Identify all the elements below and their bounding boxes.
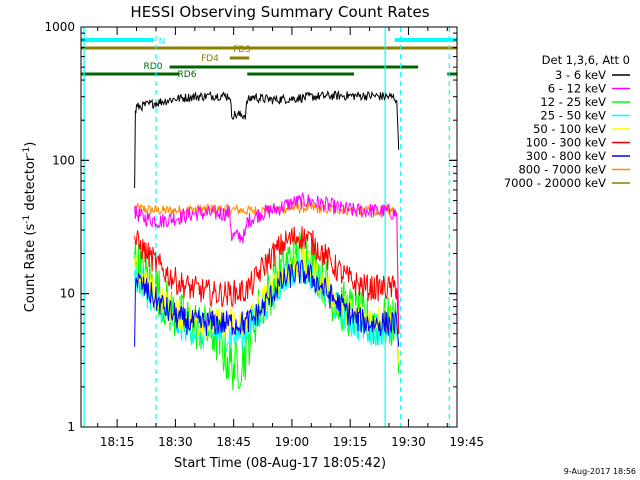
series-line-0 <box>134 90 400 189</box>
y-axis-label-part3: ) <box>23 142 38 147</box>
legend-label-5: 100 - 300 keV <box>526 136 606 150</box>
x-tick-label-6: 19:45 <box>449 435 484 449</box>
x-axis-label: Start Time (08-Aug-17 18:05:42) <box>174 456 386 471</box>
legend-label-2: 12 - 25 keV <box>540 95 606 109</box>
footer-date: 9-Aug-2017 18:56 <box>564 467 636 476</box>
legend-label-7: 800 - 7000 keV <box>518 163 606 177</box>
flag-label-n: N <box>159 37 166 47</box>
y-tick-label-0: 1 <box>67 420 75 434</box>
x-tick-label-2: 18:45 <box>216 435 251 449</box>
x-axis-ticks: 18:15 18:30 18:45 19:00 19:15 19:30 19:45 <box>97 27 484 449</box>
x-tick-label-0: 18:15 <box>100 435 135 449</box>
series-lines <box>134 90 400 391</box>
flag-label-rd0: RD0 <box>144 62 163 72</box>
y-axis-label-part1: Count Rate (s <box>23 224 38 313</box>
x-tick-label-3: 19:00 <box>275 435 310 449</box>
flag-label-fd4: FD4 <box>201 54 219 64</box>
series-line-5 <box>134 226 400 334</box>
x-tick-label-4: 19:15 <box>333 435 368 449</box>
legend-label-8: 7000 - 20000 keV <box>504 176 606 190</box>
x-tick-label-5: 19:30 <box>391 435 426 449</box>
x-tick-label-1: 18:30 <box>158 435 193 449</box>
flag-label-fd3: FD3 <box>233 45 251 55</box>
flag-label-rd6: RD6 <box>178 70 197 80</box>
y-axis-label-sup2: -1 <box>22 147 32 156</box>
instrument-flags: N FD3 FD4 RD0 RD6 <box>81 37 457 80</box>
legend-label-4: 50 - 100 keV <box>533 122 606 136</box>
y-tick-label-2: 100 <box>52 153 75 167</box>
series-line-3 <box>134 252 400 364</box>
chart-title: HESSI Observing Summary Count Rates <box>130 3 429 21</box>
legend-label-0: 3 - 6 keV <box>555 68 606 82</box>
legend-label-3: 25 - 50 keV <box>540 109 606 123</box>
y-tick-label-3: 1000 <box>44 20 75 34</box>
legend-label-1: 6 - 12 keV <box>548 82 606 96</box>
legend-label-6: 300 - 800 keV <box>526 149 606 163</box>
legend-header: Det 1,3,6, Att 0 <box>542 53 630 67</box>
series-line-6 <box>134 259 400 347</box>
y-axis-label: Count Rate (s-1 detector-1) <box>22 142 38 313</box>
plot-frame <box>80 26 458 428</box>
y-tick-label-1: 10 <box>60 287 75 301</box>
y-axis-ticks: 1 10 100 1000 <box>44 20 457 434</box>
series-line-1 <box>134 191 400 334</box>
vertical-markers <box>83 27 450 427</box>
y-axis-label-part2: detector <box>23 155 38 215</box>
y-axis-label-sup1: -1 <box>22 215 32 224</box>
